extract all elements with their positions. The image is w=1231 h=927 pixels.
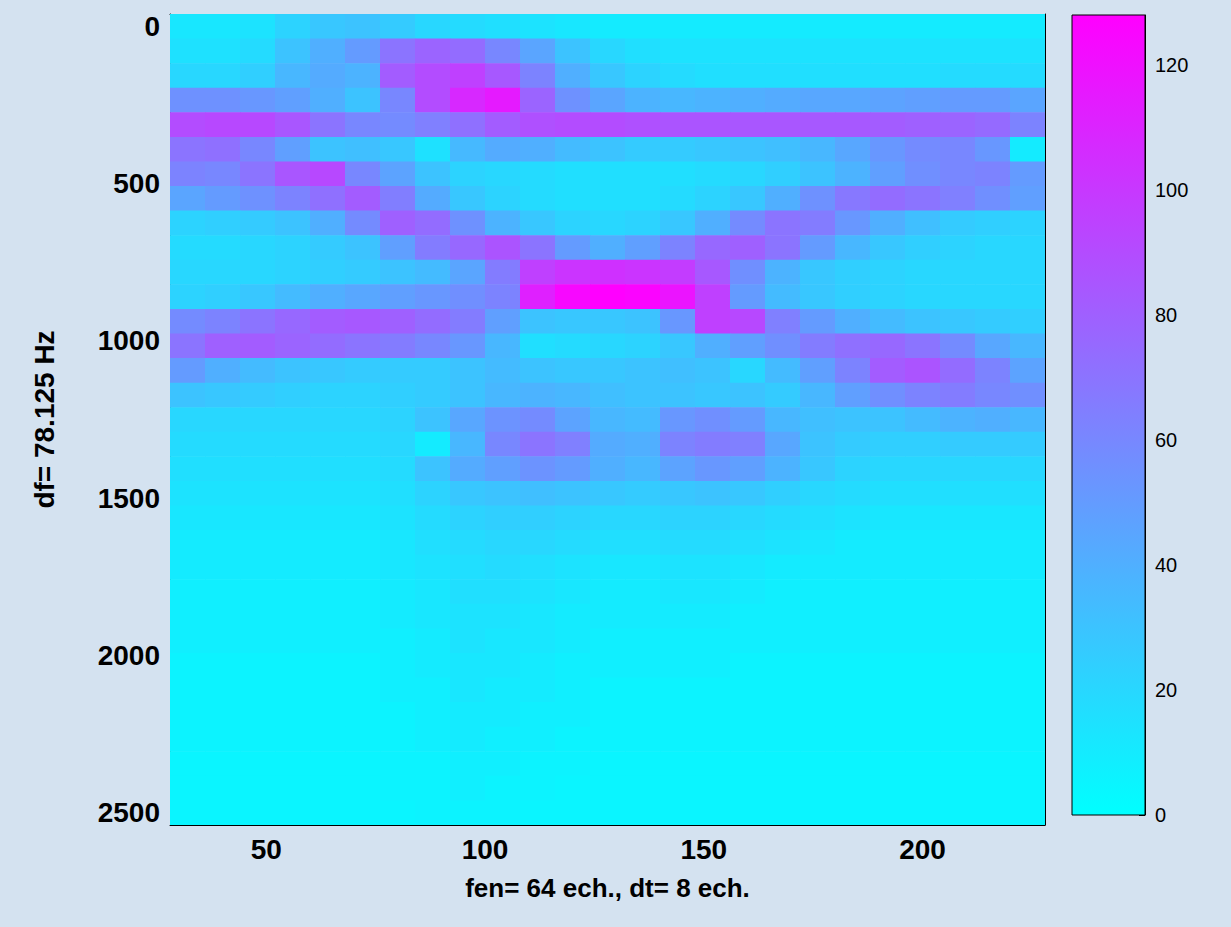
- svg-text:100: 100: [1155, 179, 1188, 201]
- svg-text:df= 78.125 Hz: df= 78.125 Hz: [29, 330, 60, 508]
- svg-text:fen= 64 ech., dt= 8 ech.: fen= 64 ech., dt= 8 ech.: [465, 873, 750, 903]
- svg-text:1500: 1500: [98, 483, 160, 514]
- svg-text:200: 200: [899, 834, 946, 865]
- svg-text:40: 40: [1155, 554, 1177, 576]
- svg-text:500: 500: [113, 168, 160, 199]
- svg-text:120: 120: [1155, 54, 1188, 76]
- svg-text:2500: 2500: [98, 797, 160, 828]
- svg-text:100: 100: [462, 834, 509, 865]
- svg-text:1000: 1000: [98, 325, 160, 356]
- svg-text:80: 80: [1155, 304, 1177, 326]
- svg-text:2000: 2000: [98, 640, 160, 671]
- svg-text:20: 20: [1155, 679, 1177, 701]
- svg-text:50: 50: [251, 834, 282, 865]
- svg-text:60: 60: [1155, 429, 1177, 451]
- svg-text:150: 150: [680, 834, 727, 865]
- svg-text:0: 0: [1155, 804, 1166, 826]
- svg-text:0: 0: [144, 11, 160, 42]
